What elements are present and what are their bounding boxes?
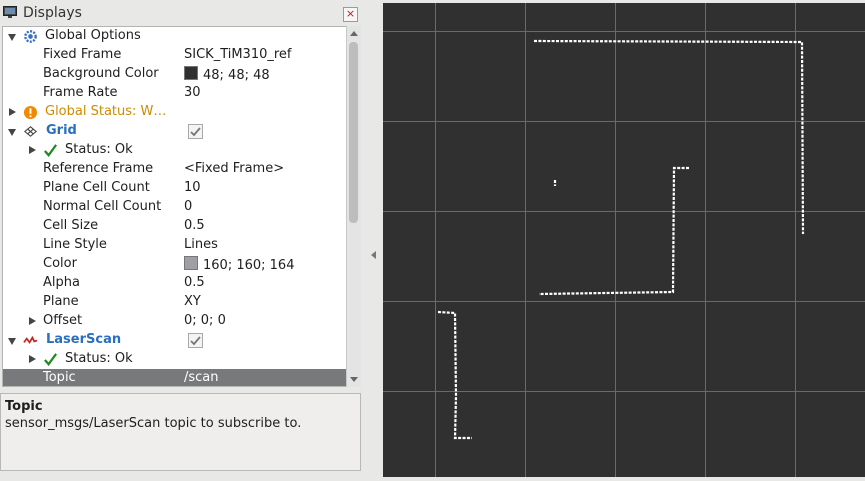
chevron-down-icon[interactable] xyxy=(8,129,16,136)
help-title: Topic xyxy=(5,399,43,414)
tree-row-line-style[interactable]: Line Style Lines xyxy=(3,236,346,255)
property-value[interactable]: 160; 160; 164 xyxy=(184,256,294,273)
checkmark-icon xyxy=(190,127,201,137)
property-value[interactable]: <Fixed Frame> xyxy=(184,161,285,176)
tree-row-plane[interactable]: Plane XY xyxy=(3,293,346,312)
property-value[interactable]: XY xyxy=(184,294,201,309)
tree-row-label: Status: Ok xyxy=(65,351,133,366)
tree-row-laserscan-status[interactable]: Status: Ok xyxy=(3,350,346,369)
tree-row-label: Grid xyxy=(46,123,77,138)
property-value[interactable]: SICK_TiM310_ref xyxy=(184,47,292,62)
property-label: Line Style xyxy=(43,237,107,252)
warning-icon xyxy=(23,105,38,120)
tree-row-label: Status: Ok xyxy=(65,142,133,157)
tree-row-alpha[interactable]: Alpha 0.5 xyxy=(3,274,346,293)
tree-row-frame-rate[interactable]: Frame Rate 30 xyxy=(3,84,346,103)
enabled-checkbox[interactable] xyxy=(188,124,203,139)
scan-segment-lower-left xyxy=(437,310,472,440)
tree-scrollbar[interactable] xyxy=(346,26,361,387)
chevron-right-icon[interactable] xyxy=(29,355,36,363)
grid-lines xyxy=(383,3,865,477)
display-tree: Global Options Fixed Frame SICK_TiM310_r… xyxy=(2,26,347,387)
scan-segment-top-right xyxy=(533,39,805,235)
close-icon[interactable]: × xyxy=(343,7,358,22)
tree-row-color[interactable]: Color 160; 160; 164 xyxy=(3,255,346,274)
scrollbar-thumb[interactable] xyxy=(349,42,358,223)
property-value[interactable]: 0.5 xyxy=(184,275,205,290)
property-label: Normal Cell Count xyxy=(43,199,162,214)
tree-row-global-status[interactable]: Global Status: W… xyxy=(3,103,346,122)
help-panel: Topic sensor_msgs/LaserScan topic to sub… xyxy=(0,393,361,471)
gear-icon xyxy=(24,30,37,43)
tree-row-normal-cell-count[interactable]: Normal Cell Count 0 xyxy=(3,198,346,217)
property-label: Fixed Frame xyxy=(43,47,122,62)
property-label: Background Color xyxy=(43,66,159,81)
tree-row-background-color[interactable]: Background Color 48; 48; 48 xyxy=(3,65,346,84)
scroll-down-icon[interactable] xyxy=(350,377,358,382)
tree-row-label: LaserScan xyxy=(46,332,122,347)
collapse-arrow-icon[interactable] xyxy=(371,251,376,259)
tree-row-grid-status[interactable]: Status: Ok xyxy=(3,141,346,160)
property-label: Topic xyxy=(43,370,76,385)
chevron-down-icon[interactable] xyxy=(8,338,16,345)
displays-panel: Displays × Global Options Fixed Frame SI… xyxy=(0,0,361,477)
color-swatch xyxy=(184,256,198,270)
enabled-checkbox[interactable] xyxy=(188,333,203,348)
tree-row-global-options[interactable]: Global Options xyxy=(3,27,346,46)
tree-row-label: Global Status: W… xyxy=(45,104,167,119)
chevron-right-icon[interactable] xyxy=(9,108,16,116)
tree-row-topic[interactable]: Topic /scan xyxy=(3,369,346,386)
property-label: Alpha xyxy=(43,275,80,290)
checkmark-icon xyxy=(190,336,201,346)
tree-row-laserscan[interactable]: LaserScan xyxy=(3,331,346,350)
scan-segment-middle xyxy=(538,166,689,296)
property-label: Frame Rate xyxy=(43,85,118,100)
color-swatch xyxy=(184,66,198,80)
chevron-right-icon[interactable] xyxy=(29,317,36,325)
property-value[interactable]: 10 xyxy=(184,180,201,195)
viewport-canvas[interactable] xyxy=(383,3,865,477)
property-value[interactable]: 30 xyxy=(184,85,201,100)
property-label: Plane Cell Count xyxy=(43,180,150,195)
tree-row-offset[interactable]: Offset 0; 0; 0 xyxy=(3,312,346,331)
laserscan-icon xyxy=(23,335,38,344)
property-label: Color xyxy=(43,256,77,271)
property-label: Reference Frame xyxy=(43,161,154,176)
help-text: sensor_msgs/LaserScan topic to subscribe… xyxy=(5,416,302,431)
tree-row-plane-cell-count[interactable]: Plane Cell Count 10 xyxy=(3,179,346,198)
panel-title: Displays xyxy=(23,5,82,21)
color-value: 160; 160; 164 xyxy=(203,258,295,273)
property-value[interactable]: 0.5 xyxy=(184,218,205,233)
checkmark-ok-icon xyxy=(44,144,58,157)
scroll-up-icon[interactable] xyxy=(350,31,358,36)
property-label: Offset xyxy=(43,313,83,328)
grid-icon xyxy=(23,126,38,137)
monitor-icon xyxy=(3,6,17,18)
property-value[interactable]: 0; 0; 0 xyxy=(184,313,226,328)
property-value[interactable]: 48; 48; 48 xyxy=(184,66,270,83)
tree-row-fixed-frame[interactable]: Fixed Frame SICK_TiM310_ref xyxy=(3,46,346,65)
chevron-right-icon[interactable] xyxy=(29,146,36,154)
checkmark-ok-icon xyxy=(44,353,58,366)
laser-scan-points xyxy=(437,39,805,440)
property-label: Plane xyxy=(43,294,79,309)
chevron-down-icon[interactable] xyxy=(8,34,16,41)
tree-row-cell-size[interactable]: Cell Size 0.5 xyxy=(3,217,346,236)
property-label: Cell Size xyxy=(43,218,99,233)
property-value[interactable]: Lines xyxy=(184,237,218,252)
property-value[interactable]: 0 xyxy=(184,199,193,214)
render-viewport[interactable] xyxy=(383,3,865,477)
tree-row-label: Global Options xyxy=(45,28,141,43)
property-value[interactable]: /scan xyxy=(184,370,219,385)
tree-row-grid[interactable]: Grid xyxy=(3,122,346,141)
panel-titlebar: Displays × xyxy=(0,4,361,24)
color-value: 48; 48; 48 xyxy=(203,68,270,83)
tree-row-reference-frame[interactable]: Reference Frame <Fixed Frame> xyxy=(3,160,346,179)
